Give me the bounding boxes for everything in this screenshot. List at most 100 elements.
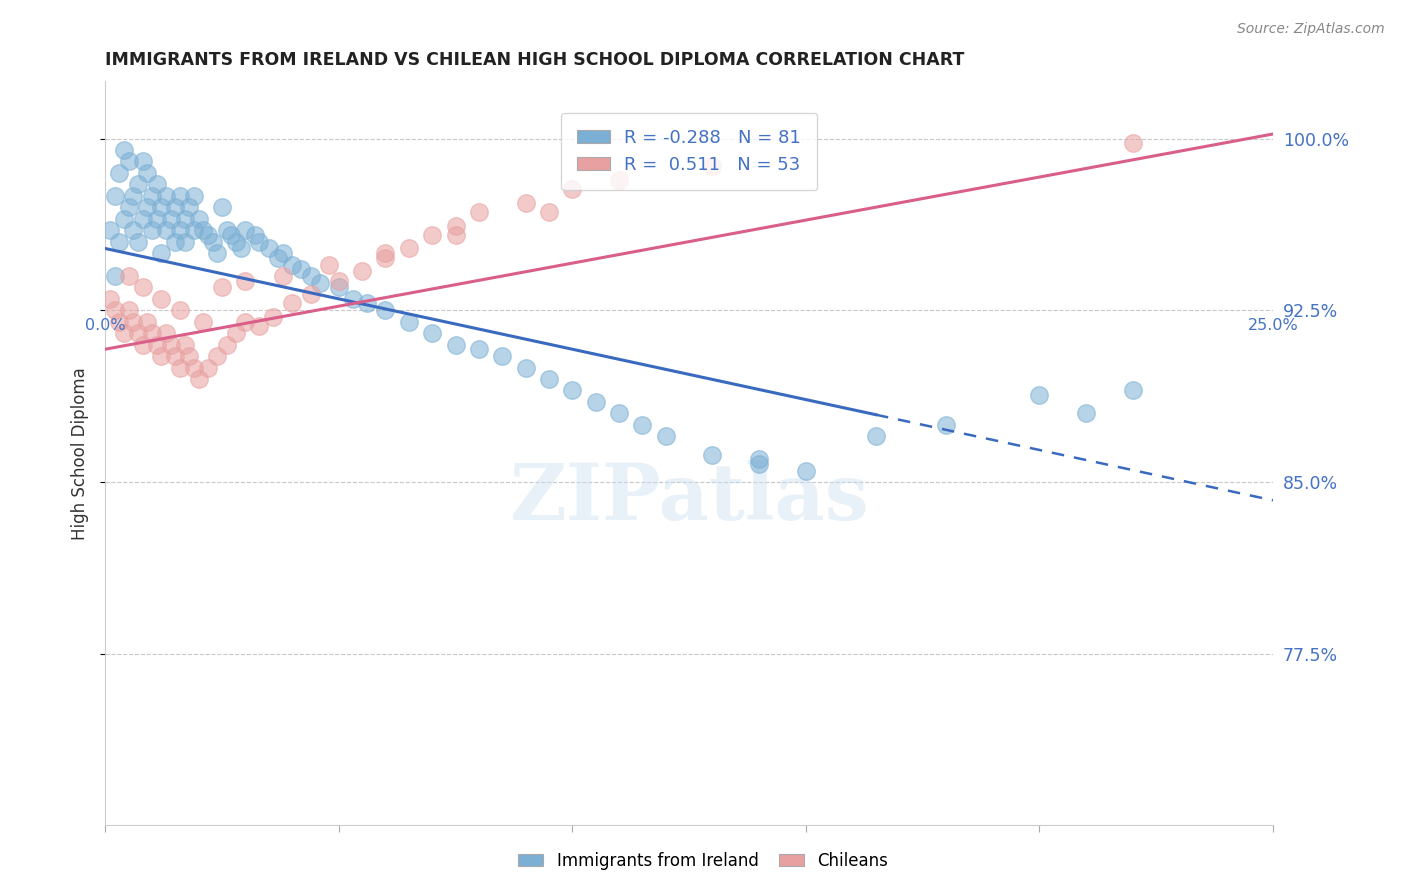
Point	[201, 235, 224, 249]
Point	[935, 417, 957, 432]
Point	[352, 264, 374, 278]
Point	[229, 242, 252, 256]
Point	[131, 211, 153, 226]
Point	[122, 315, 145, 329]
Point	[155, 223, 177, 237]
Point	[1074, 406, 1097, 420]
Point	[165, 349, 187, 363]
Point	[159, 211, 181, 226]
Text: IMMIGRANTS FROM IRELAND VS CHILEAN HIGH SCHOOL DIPLOMA CORRELATION CHART: IMMIGRANTS FROM IRELAND VS CHILEAN HIGH …	[105, 51, 965, 69]
Point	[748, 457, 770, 471]
Point	[117, 303, 139, 318]
Point	[103, 189, 125, 203]
Text: ZIPatlas: ZIPatlas	[509, 460, 869, 536]
Point	[233, 315, 256, 329]
Point	[702, 448, 724, 462]
Point	[145, 211, 167, 226]
Point	[1122, 384, 1144, 398]
Point	[155, 326, 177, 341]
Point	[207, 246, 229, 260]
Point	[631, 417, 654, 432]
Point	[1122, 136, 1144, 150]
Point	[299, 287, 322, 301]
Point	[169, 223, 191, 237]
Point	[515, 195, 537, 210]
Point	[112, 211, 135, 226]
Point	[127, 235, 149, 249]
Point	[247, 319, 270, 334]
Point	[150, 349, 173, 363]
Point	[290, 262, 312, 277]
Point	[215, 223, 238, 237]
Point	[207, 349, 229, 363]
Point	[141, 326, 163, 341]
Point	[122, 189, 145, 203]
Point	[444, 219, 467, 233]
Point	[141, 189, 163, 203]
Point	[299, 268, 322, 283]
Text: Source: ZipAtlas.com: Source: ZipAtlas.com	[1237, 22, 1385, 37]
Point	[225, 235, 247, 249]
Point	[398, 242, 420, 256]
Point	[98, 223, 121, 237]
Point	[112, 326, 135, 341]
Point	[225, 326, 247, 341]
Point	[187, 211, 209, 226]
Point	[197, 360, 219, 375]
Point	[215, 337, 238, 351]
Point	[169, 360, 191, 375]
Point	[150, 200, 173, 214]
Point	[374, 251, 396, 265]
Point	[145, 178, 167, 192]
Point	[108, 235, 131, 249]
Point	[150, 246, 173, 260]
Point	[141, 223, 163, 237]
Point	[187, 372, 209, 386]
Point	[318, 258, 340, 272]
Point	[165, 235, 187, 249]
Text: 25.0%: 25.0%	[1247, 318, 1298, 333]
Point	[221, 227, 243, 242]
Point	[444, 227, 467, 242]
Point	[108, 315, 131, 329]
Point	[183, 189, 205, 203]
Point	[173, 211, 195, 226]
Point	[374, 246, 396, 260]
Point	[117, 268, 139, 283]
Point	[103, 303, 125, 318]
Point	[271, 246, 294, 260]
Point	[267, 251, 290, 265]
Point	[1028, 388, 1050, 402]
Point	[328, 280, 350, 294]
Point	[197, 227, 219, 242]
Point	[127, 178, 149, 192]
Point	[342, 292, 364, 306]
Point	[243, 227, 266, 242]
Point	[374, 303, 396, 318]
Point	[356, 296, 378, 310]
Point	[420, 227, 443, 242]
Point	[328, 274, 350, 288]
Point	[420, 326, 443, 341]
Point	[233, 274, 256, 288]
Point	[865, 429, 887, 443]
Point	[169, 303, 191, 318]
Point	[136, 166, 159, 180]
Point	[561, 182, 583, 196]
Point	[117, 200, 139, 214]
Point	[444, 337, 467, 351]
Point	[233, 223, 256, 237]
Point	[537, 372, 560, 386]
Point	[183, 223, 205, 237]
Point	[257, 242, 280, 256]
Point	[112, 143, 135, 157]
Point	[309, 276, 332, 290]
Point	[150, 292, 173, 306]
Legend: R = -0.288   N = 81, R =  0.511   N = 53: R = -0.288 N = 81, R = 0.511 N = 53	[561, 112, 817, 190]
Point	[169, 189, 191, 203]
Point	[183, 360, 205, 375]
Point	[173, 337, 195, 351]
Point	[155, 189, 177, 203]
Point	[211, 200, 233, 214]
Point	[165, 200, 187, 214]
